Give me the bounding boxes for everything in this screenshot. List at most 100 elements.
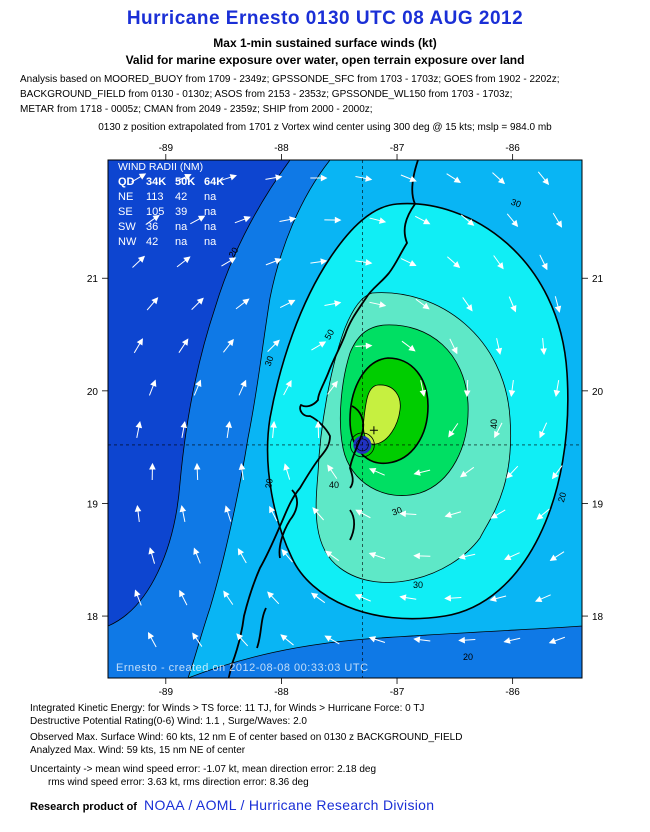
wind-radii-cell: na xyxy=(204,236,217,248)
wind-arrow-head xyxy=(236,633,244,641)
axis-ticks xyxy=(102,154,588,684)
wind-arrow-head xyxy=(413,552,420,560)
wind-arrow-head xyxy=(548,637,557,644)
plot-frame xyxy=(107,159,583,679)
wind-arrow-head xyxy=(238,462,246,470)
wind-arrow-head xyxy=(466,304,473,312)
wind-arrow-head xyxy=(408,344,416,352)
wind-arrow-head xyxy=(181,338,189,346)
position-note: 0130 z position extrapolated from 1701 z… xyxy=(98,122,552,133)
uncertainty-rms: rms wind speed error: 3.63 kt, rms direc… xyxy=(48,777,309,788)
wind-arrow-head xyxy=(497,177,506,185)
wind-arrow-head xyxy=(463,390,471,398)
max-wind-marker xyxy=(369,426,378,435)
wind-arrow-head xyxy=(318,341,327,348)
wind-arrow-head xyxy=(285,379,292,388)
wind-radii-cell: SW xyxy=(118,221,136,233)
wind-arrow-head xyxy=(184,173,192,180)
wind-arrow-head xyxy=(541,262,548,271)
wind-arrow-head xyxy=(193,547,200,555)
wind-arrow-head xyxy=(354,593,363,601)
wind-arrow-head xyxy=(506,471,514,479)
credit-label: Research product of xyxy=(30,801,137,813)
x-tick-label: -87 xyxy=(390,687,405,698)
wind-arrow-head xyxy=(413,469,421,476)
energy-block: Integrated Kinetic Energy: for Winds > T… xyxy=(30,702,424,728)
wind-arrow-head xyxy=(180,421,188,429)
wind-radii-cell: 113 xyxy=(146,191,164,203)
wind-arrow-head xyxy=(274,258,282,265)
wind-arrow-head xyxy=(453,261,461,269)
wind-arrow-head xyxy=(138,173,147,180)
wind-arrow-head xyxy=(320,174,328,182)
wind-arrow-head xyxy=(355,509,363,516)
organization-link[interactable]: NOAA / AOML / Hurricane Research Divisio… xyxy=(144,797,435,813)
wind-radii-title: WIND RADII (NM) xyxy=(118,161,203,173)
wind-radii-cell: na xyxy=(204,221,217,233)
wind-arrow-head xyxy=(365,175,373,182)
wind-arrow-head xyxy=(183,256,191,264)
wind-arrow-head xyxy=(269,505,276,514)
created-watermark: Ernesto - created on 2012-08-08 00:33:03… xyxy=(116,662,369,674)
wind-arrow-head xyxy=(423,218,431,225)
contour-label: 30 xyxy=(413,580,423,590)
wind-arrow-head xyxy=(453,176,461,183)
wind-arrow-head xyxy=(223,590,230,598)
wind-arrow-head xyxy=(539,430,546,439)
y-tick-label-right: 21 xyxy=(592,274,604,285)
max-wind-block: Observed Max. Surface Wind: 60 kts, 12 n… xyxy=(30,731,462,757)
x-tick-label: -89 xyxy=(159,687,174,698)
wind-radii-cell: 105 xyxy=(146,206,164,218)
y-tick-label: 20 xyxy=(87,387,99,398)
analysis-line: METAR from 1718 - 0005z; CMAN from 2049 … xyxy=(20,104,373,115)
contour-label: 20 xyxy=(263,478,275,490)
x-tick-label-top: -89 xyxy=(159,143,174,154)
analyzed-max-wind: Analyzed Max. Wind: 59 kts, 15 nm NE of … xyxy=(30,745,246,756)
wind-arrow-head xyxy=(137,255,146,263)
y-tick-label: 19 xyxy=(87,499,99,510)
wind-field-map: 20 30 40 50 30 40 20 30 20 30 20 WIND RADII (NM) Q… xyxy=(87,143,604,698)
wind-radii-header-cell: QD xyxy=(118,176,135,188)
contour-label: 40 xyxy=(329,480,339,490)
center-crosshair xyxy=(108,160,582,678)
analysis-line: BACKGROUND_FIELD from 0130 - 0130z; ASOS… xyxy=(20,89,513,100)
wind-arrow-head xyxy=(365,342,373,350)
contour-label: 30 xyxy=(263,355,276,368)
wind-radii-cell: na xyxy=(175,236,188,248)
observed-max-wind: Observed Max. Surface Wind: 60 kts, 12 n… xyxy=(30,732,463,743)
x-tick-label-top: -87 xyxy=(390,143,405,154)
wind-arrow-head xyxy=(270,420,277,428)
wind-arrow-head xyxy=(237,548,244,556)
wind-arrow-head xyxy=(413,636,421,643)
wind-arrow-head xyxy=(419,389,427,397)
wind-arrow-head xyxy=(536,513,544,520)
wind-arrow-head xyxy=(192,632,199,640)
wind-arrow-head xyxy=(490,512,498,519)
wind-arrow-head xyxy=(240,379,247,388)
wind-arrow-head xyxy=(422,302,430,310)
wind-arrow-head xyxy=(399,594,407,601)
wind-arrow-head xyxy=(195,379,202,387)
wind-arrow-head xyxy=(510,305,517,313)
y-tick-label-right: 19 xyxy=(592,499,604,510)
wind-arrow-head xyxy=(503,637,511,644)
contour-labels: 20 30 40 50 30 40 20 30 20 30 20 xyxy=(227,197,569,662)
wind-arrow-head xyxy=(197,215,206,222)
x-tick-label-top: -88 xyxy=(274,143,289,154)
contour-label: 30 xyxy=(391,505,404,518)
wind-arrow-head xyxy=(365,259,373,266)
wind-arrow-head xyxy=(324,550,333,558)
wind-arrow-head xyxy=(334,300,342,307)
wind-arrow-head xyxy=(289,216,297,223)
wind-radii-cell: na xyxy=(204,191,217,203)
wind-arrow-head xyxy=(134,589,141,597)
wind-arrow-head xyxy=(193,462,201,470)
y-tick-label-right: 18 xyxy=(592,612,604,623)
wind-arrow-head xyxy=(368,636,376,643)
wind-arrow-head xyxy=(534,595,543,603)
wind-arrow-head xyxy=(497,262,504,270)
coastline-yucatan xyxy=(227,160,419,678)
y-tick-label: 18 xyxy=(87,612,99,623)
wind-arrow-head xyxy=(451,346,458,355)
wind-arrow-head xyxy=(149,462,156,470)
